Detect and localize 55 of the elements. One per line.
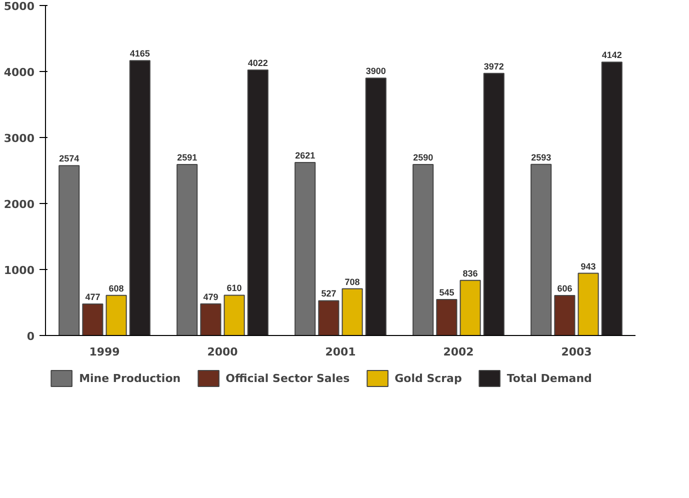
x-tick-label: 2000	[207, 346, 238, 358]
data-label: 2621	[295, 150, 316, 161]
bar	[294, 162, 316, 336]
bar	[224, 294, 245, 336]
data-label: 606	[557, 284, 572, 294]
data-label: 943	[580, 261, 596, 272]
bar	[483, 72, 504, 336]
bar	[176, 164, 198, 336]
bar	[554, 295, 576, 336]
bar	[82, 304, 104, 336]
legend-label: Official Sector Sales	[226, 372, 350, 384]
data-label: 3900	[366, 66, 386, 76]
bar	[58, 165, 80, 336]
bar	[365, 78, 386, 336]
data-label: 608	[108, 283, 124, 294]
x-tick-label: 2003	[561, 346, 592, 358]
bar	[578, 272, 599, 336]
data-label: 836	[462, 268, 478, 278]
x-tick-label: 1999	[89, 346, 120, 358]
y-tick-label: 0	[26, 330, 35, 343]
data-label: 610	[226, 283, 242, 294]
y-tick-label: 3000	[4, 132, 35, 145]
data-label: 527	[321, 288, 336, 299]
bar	[601, 62, 622, 336]
data-label: 3972	[484, 61, 504, 72]
legend-label: Gold Scrap	[394, 372, 462, 384]
data-label: 4165	[130, 48, 150, 59]
data-label: 479	[203, 292, 218, 302]
data-label: 4022	[248, 58, 268, 68]
data-label: 4142	[602, 50, 622, 60]
bar	[200, 303, 222, 336]
data-label: 2590	[413, 152, 434, 163]
bar	[129, 60, 150, 336]
bar	[436, 299, 458, 336]
y-tick-label: 4000	[4, 66, 35, 79]
data-label: 477	[85, 292, 100, 302]
data-label: 2574	[59, 154, 80, 164]
y-tick-label: 5000	[4, 0, 35, 13]
bar	[412, 164, 434, 336]
legend-label: Mine Production	[79, 372, 181, 384]
bar	[106, 294, 127, 336]
y-tick-label: 1000	[4, 264, 35, 277]
y-tick-label: 2000	[4, 198, 35, 211]
bar	[318, 300, 340, 336]
bar	[342, 288, 363, 336]
data-label: 2593	[531, 152, 552, 162]
x-tick-label: 2002	[443, 346, 474, 358]
bar	[530, 164, 552, 336]
bar	[460, 280, 481, 336]
data-label: 708	[344, 276, 360, 287]
data-label: 545	[439, 288, 454, 298]
x-tick-label: 2001	[325, 346, 356, 358]
legend-label: Total Demand	[506, 372, 592, 384]
data-label: 2591	[177, 152, 198, 162]
bar	[247, 70, 268, 336]
